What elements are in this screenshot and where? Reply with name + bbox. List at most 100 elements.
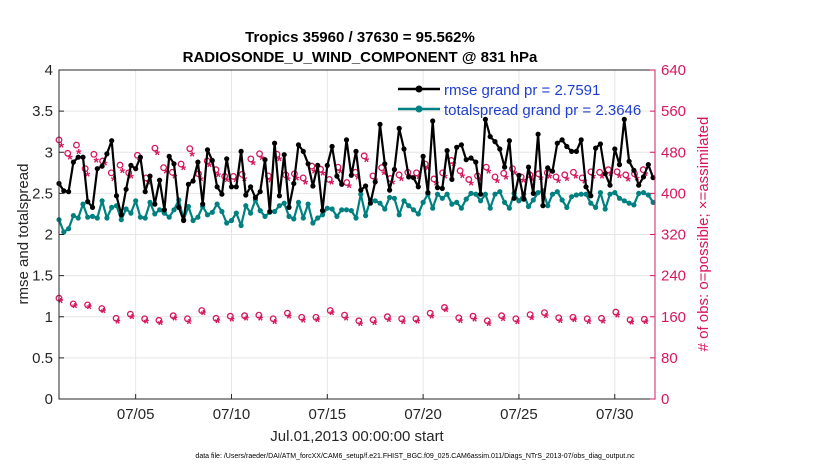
obs-assimilated-marker: * (207, 159, 213, 175)
obs-assimilated-marker: * (415, 315, 421, 331)
totalspread-point (147, 199, 153, 205)
totalspread-point (387, 194, 393, 201)
obs-possible-marker (439, 169, 447, 177)
rmse-point (425, 190, 431, 196)
totalspread-point (583, 191, 589, 197)
obs-possible-marker (555, 314, 563, 322)
totalspread-point (166, 214, 172, 220)
obs-assimilated-marker: * (615, 309, 621, 325)
totalspread-point (430, 205, 436, 211)
totalspread-point (525, 203, 532, 210)
rmse-point (339, 181, 345, 187)
totalspread-point (559, 197, 565, 203)
obs-assimilated-marker: * (229, 313, 235, 329)
rmse-point (511, 195, 517, 201)
rmse-point (300, 148, 306, 154)
totalspread-point (66, 226, 72, 232)
obs-possible-marker (238, 170, 246, 178)
obs-possible-marker (500, 169, 508, 177)
totalspread-point (272, 208, 278, 215)
obs-assimilated-marker: * (85, 168, 91, 184)
totalspread-point (85, 214, 91, 220)
obs-assimilated-marker: * (529, 311, 535, 327)
rmse-point (463, 157, 469, 163)
rmse-point (525, 164, 532, 170)
totalspread-point (238, 222, 244, 229)
rmse-point (94, 166, 100, 172)
obs-possible-marker (570, 168, 577, 176)
totalspread-point (401, 198, 407, 204)
obs-assimilated-marker: * (599, 170, 605, 186)
rmse-point (238, 148, 244, 154)
obs-assimilated-marker: * (355, 171, 361, 187)
totalspread-point (593, 204, 599, 210)
totalspread-point (473, 191, 479, 197)
obs-assimilated-marker: * (573, 170, 579, 186)
obs-possible-marker (526, 311, 534, 319)
rmse-point (621, 116, 627, 122)
obs-assimilated-marker: * (343, 312, 349, 328)
obs-assimilated-marker: * (364, 154, 370, 170)
obs-possible-marker (482, 163, 490, 171)
obs-possible-marker (498, 312, 506, 320)
obs-assimilated-marker: * (172, 312, 178, 328)
rmse-point (204, 147, 211, 153)
rmse-point (540, 203, 546, 209)
obs-possible-marker (413, 169, 420, 177)
rmse-point (382, 161, 388, 167)
obs-assimilated-marker: * (486, 165, 492, 181)
legend-rmse-label: rmse grand pr = 2.7591 (444, 82, 600, 99)
obs-assimilated-marker: * (329, 176, 335, 192)
obs-possible-marker (198, 307, 206, 315)
rmse-point (415, 184, 421, 190)
totalspread-point (626, 200, 632, 206)
totalspread-point (650, 199, 656, 205)
rmse-point (109, 138, 115, 144)
obs-assimilated-marker: * (512, 166, 518, 182)
obs-assimilated-marker: * (154, 146, 160, 162)
rmse-point (430, 118, 436, 124)
rmse-point (185, 181, 191, 187)
rmse-point (468, 155, 474, 161)
obs-possible-marker (299, 174, 307, 182)
x-tick-label: 07/20 (404, 406, 442, 423)
obs-possible-marker (312, 313, 320, 321)
obs-assimilated-marker: * (477, 174, 483, 190)
rmse-point (406, 174, 412, 180)
totalspread-point (281, 200, 287, 206)
totalspread-point (204, 212, 211, 218)
x-tick-label: 07/10 (213, 406, 251, 423)
rmse-point (305, 161, 311, 167)
rmse-point (564, 143, 570, 150)
rmse-point (616, 162, 623, 168)
rmse-point (233, 184, 239, 190)
obs-assimilated-marker: * (258, 312, 264, 328)
rmse-point (262, 157, 268, 163)
obs-possible-marker (186, 145, 194, 153)
rmse-point (626, 158, 632, 164)
obs-possible-marker (341, 311, 348, 319)
totalspread-point (410, 207, 417, 213)
rmse-point (166, 153, 172, 159)
x-tick-label: 07/30 (596, 406, 634, 423)
rmse-point (248, 184, 254, 190)
y-axis-label-right: # of obs: o=possible; ×=assimilated (695, 117, 712, 352)
obs-assimilated-marker: * (425, 162, 431, 178)
y-tick-label: 1.5 (32, 268, 53, 285)
obs-possible-marker (326, 307, 334, 315)
totalspread-point (185, 203, 191, 210)
obs-possible-marker (212, 314, 220, 322)
rmse-point (224, 156, 230, 162)
obs-possible-marker (612, 308, 620, 316)
rmse-point (387, 187, 393, 193)
obs-assimilated-marker: * (381, 166, 387, 182)
obs-possible-marker (369, 316, 377, 324)
obs-possible-marker (126, 310, 134, 318)
totalspread-point (487, 205, 493, 211)
x-axis-ticks: 07/05 07/10 07/15 07/20 07/25 07/30 (117, 394, 634, 423)
obs-assimilated-marker: * (72, 299, 78, 315)
totalspread-point (142, 215, 148, 221)
totalspread-point (286, 213, 292, 219)
y-tick-label: 0.5 (32, 350, 53, 367)
rmse-layer (56, 116, 656, 224)
